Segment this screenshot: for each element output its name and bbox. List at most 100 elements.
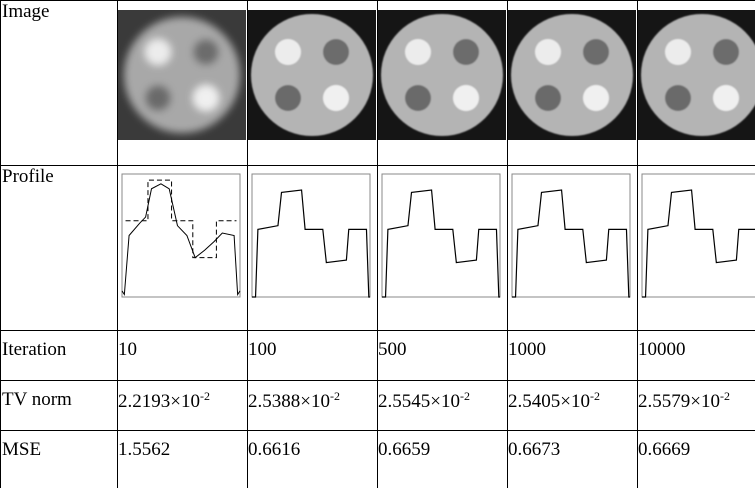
profile-plot <box>508 173 636 308</box>
disk <box>381 14 503 136</box>
row-header: TV norm <box>1 381 118 431</box>
image-cell <box>118 1 248 166</box>
value-cell: 0.6616 <box>248 431 378 488</box>
insert <box>665 85 691 111</box>
cell-text: 1000 <box>508 339 546 360</box>
plot-frame <box>512 174 630 297</box>
cell-text: 0.6669 <box>638 439 690 460</box>
phantom <box>251 14 373 136</box>
profile-cell <box>118 166 248 331</box>
insert <box>713 39 739 65</box>
phantom-image <box>248 10 376 140</box>
insert <box>583 39 609 65</box>
value-cell: 2.5579×10-2 <box>638 381 755 431</box>
image-cell <box>378 1 508 166</box>
mantissa: 2.5579×10 <box>638 391 720 412</box>
insert <box>583 85 609 111</box>
image-cell <box>638 1 755 166</box>
phantom <box>381 14 503 136</box>
row-header: Iteration <box>1 331 118 381</box>
profile-cell <box>378 166 508 331</box>
profile-plot <box>638 173 755 308</box>
insert <box>323 85 349 111</box>
disk <box>251 14 373 136</box>
value-cell: 10 <box>118 331 248 381</box>
value-cell: 1000 <box>508 331 638 381</box>
insert <box>193 85 219 111</box>
insert <box>275 39 301 65</box>
profile-plot <box>378 173 506 308</box>
profile-line <box>382 190 500 297</box>
phantom-image <box>508 10 636 140</box>
value-cell: 0.6673 <box>508 431 638 488</box>
insert <box>713 85 739 111</box>
cell-text: 500 <box>378 339 407 360</box>
insert <box>405 85 431 111</box>
cell-text: 0.6659 <box>378 439 430 460</box>
insert <box>453 39 479 65</box>
profile-plot <box>118 173 246 308</box>
exponent: -2 <box>720 389 730 403</box>
profile-line <box>252 190 370 297</box>
value-cell: 2.5405×10-2 <box>508 381 638 431</box>
value-cell: 0.6669 <box>638 431 755 488</box>
insert <box>453 85 479 111</box>
cell-text: 0.6616 <box>248 439 300 460</box>
profile-line <box>512 190 630 297</box>
plot-frame <box>122 174 240 297</box>
row-header: Image <box>1 1 118 166</box>
phantom <box>511 14 633 136</box>
phantom-image <box>638 10 755 140</box>
exponent: -2 <box>330 389 340 403</box>
value-cell: 500 <box>378 331 508 381</box>
cell-text: 0.6673 <box>508 439 560 460</box>
profile-cell <box>508 166 638 331</box>
value-cell: 2.2193×10-2 <box>118 381 248 431</box>
phantom-image <box>378 10 506 140</box>
row-header: Profile <box>1 166 118 331</box>
image-cell <box>508 1 638 166</box>
insert <box>275 85 301 111</box>
plot-frame <box>382 174 500 297</box>
mantissa: 2.5388×10 <box>248 391 330 412</box>
mantissa: 2.2193×10 <box>118 391 200 412</box>
exponent: -2 <box>200 389 210 403</box>
cell-text: 10 <box>118 339 137 360</box>
disk <box>124 17 240 133</box>
page: Image Profile Iteration10 100 500 1000 10000… <box>0 0 755 488</box>
phantom-image <box>118 10 246 140</box>
value-cell: 0.6659 <box>378 431 508 488</box>
profile-line <box>642 190 755 297</box>
image-cell <box>248 1 378 166</box>
value-cell: 2.5545×10-2 <box>378 381 508 431</box>
row-header: MSE <box>1 431 118 488</box>
insert <box>405 39 431 65</box>
value-cell: 1.5562 <box>118 431 248 488</box>
mantissa: 2.5545×10 <box>378 391 460 412</box>
insert <box>535 39 561 65</box>
insert <box>193 39 219 65</box>
insert <box>535 85 561 111</box>
exponent: -2 <box>460 389 470 403</box>
mantissa: 2.5405×10 <box>508 391 590 412</box>
disk <box>511 14 633 136</box>
profile-cell <box>248 166 378 331</box>
insert <box>145 39 171 65</box>
reference-line <box>126 180 237 257</box>
value-cell: 10000 <box>638 331 755 381</box>
profile-cell <box>638 166 755 331</box>
insert <box>323 39 349 65</box>
insert <box>665 39 691 65</box>
value-cell: 2.5388×10-2 <box>248 381 378 431</box>
profile-plot <box>248 173 376 308</box>
phantom <box>124 17 240 133</box>
exponent: -2 <box>590 389 600 403</box>
profile-line <box>122 184 240 295</box>
value-cell: 100 <box>248 331 378 381</box>
plot-frame <box>252 174 370 297</box>
cell-text: 1.5562 <box>118 439 170 460</box>
results-table: Image Profile Iteration10 100 500 1000 10000… <box>0 0 755 488</box>
cell-text: 10000 <box>638 339 686 360</box>
insert <box>145 85 171 111</box>
cell-text: 100 <box>248 339 277 360</box>
